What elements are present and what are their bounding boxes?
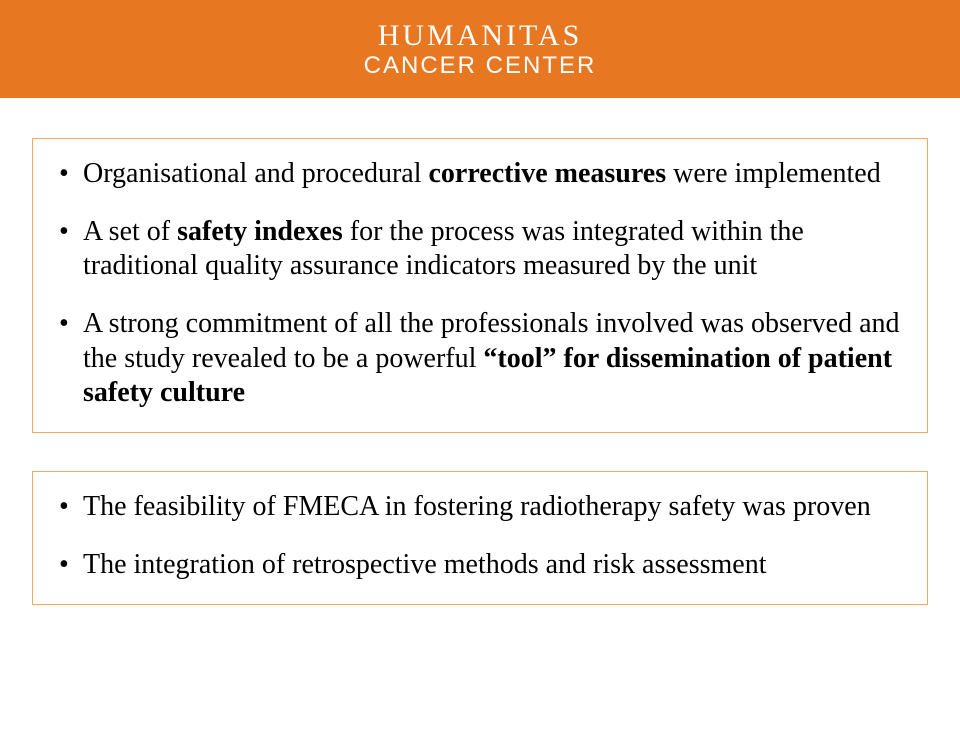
- box-findings: Organisational and procedural corrective…: [32, 138, 928, 433]
- bullet-item: A set of safety indexes for the process …: [57, 215, 903, 283]
- text-segment: The feasibility of FMECA in fostering ra…: [83, 491, 871, 522]
- box-conclusions: The feasibility of FMECA in fostering ra…: [32, 471, 928, 605]
- text-segment: safety indexes: [177, 216, 350, 247]
- bullet-item: The integration of retrospective methods…: [57, 548, 903, 582]
- text-segment: were implemented: [673, 158, 881, 189]
- bullet-list-1: Organisational and procedural corrective…: [57, 157, 903, 410]
- bullet-item: Organisational and procedural corrective…: [57, 157, 903, 191]
- bullet-item: The feasibility of FMECA in fostering ra…: [57, 490, 903, 524]
- bullet-item: A strong commitment of all the professio…: [57, 307, 903, 409]
- header-banner: HUMANITAS CANCER CENTER: [0, 0, 960, 98]
- text-segment: Organisational and procedural: [83, 158, 428, 189]
- logo-line2: CANCER CENTER: [364, 53, 597, 78]
- logo-line1: HUMANITAS: [364, 20, 597, 52]
- text-segment: The integration of retrospective methods…: [83, 549, 766, 580]
- text-segment: corrective measures: [428, 158, 673, 189]
- text-segment: A set of: [83, 216, 177, 247]
- bullet-list-2: The feasibility of FMECA in fostering ra…: [57, 490, 903, 582]
- content-area: Organisational and procedural corrective…: [0, 98, 960, 605]
- logo: HUMANITAS CANCER CENTER: [364, 20, 597, 79]
